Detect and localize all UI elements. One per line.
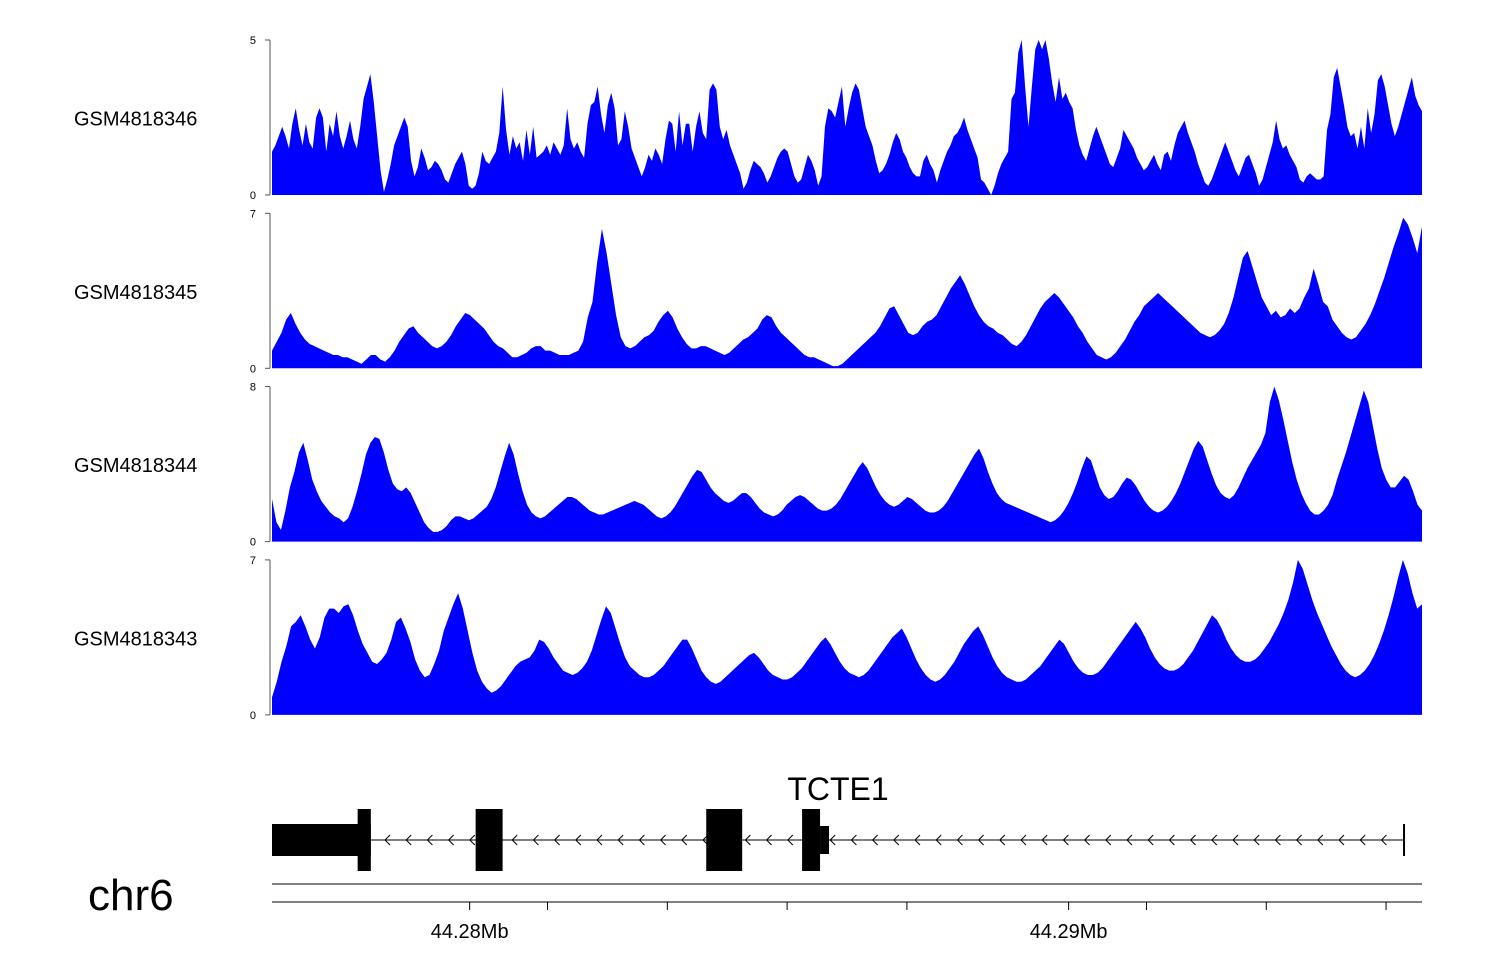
strand-arrow [956,834,963,846]
strand-arrow [596,834,603,846]
exon-block [706,809,743,871]
y-tick-label-max: 7 [250,555,256,567]
strand-arrow [1041,834,1048,846]
exon-block [820,826,830,854]
strand-arrow [1295,834,1302,846]
strand-arrow [977,834,984,846]
strand-arrow [511,834,518,846]
strand-arrow [1147,834,1154,846]
strand-arrow [1232,834,1239,846]
strand-arrow [1168,834,1175,846]
strand-arrow [1189,834,1196,846]
strand-arrow [765,834,772,846]
strand-arrow [744,834,751,846]
y-tick-label-min: 0 [250,537,256,549]
strand-arrow [1253,834,1260,846]
track-name-label: GSM4818345 [74,282,197,304]
exon-block [802,809,821,871]
strand-arrow [1317,834,1324,846]
strand-arrow [1338,834,1345,846]
strand-arrow [1274,834,1281,846]
strand-arrow [553,834,560,846]
x-tick-label: 44.29Mb [1030,921,1108,943]
strand-arrow [1020,834,1027,846]
strand-arrow [426,834,433,846]
strand-arrow [384,834,391,846]
y-tick-label-min: 0 [250,710,256,722]
genome-axis-track: chr6 44.28Mb 44.29Mb [88,871,1422,943]
y-tick-label-max: 7 [250,208,256,220]
strand-arrow [469,834,476,846]
strand-arrow [659,834,666,846]
coverage-area [272,40,1422,195]
gene-name-label: TCTE1 [787,771,888,807]
strand-arrow [935,834,942,846]
coverage-track: GSM4818344 8 0 [74,382,1422,549]
y-tick-label-max: 8 [250,382,256,394]
strand-arrow [681,834,688,846]
coverage-tracks: GSM481834650GSM481834570GSM481834480GSM4… [74,35,1422,722]
strand-arrow [532,834,539,846]
exon-block [357,809,371,871]
strand-arrow [1380,834,1387,846]
strand-arrow [1105,834,1112,846]
strand-arrow [1083,834,1090,846]
strand-arrow [871,834,878,846]
strand-arrow [850,834,857,846]
coverage-area [272,559,1422,715]
strand-arrow [1359,834,1366,846]
strand-arrow [617,834,624,846]
coverage-area [272,386,1422,542]
strand-arrow [787,834,794,846]
strand-arrow [914,834,921,846]
coverage-track: GSM4818346 5 0 [74,35,1422,202]
strand-arrow [1126,834,1133,846]
gene-annotation-track: TCTE1 [272,771,1406,871]
track-name-label: GSM4818343 [74,628,197,650]
y-tick-label-max: 5 [250,35,256,47]
coverage-track: GSM4818345 7 0 [74,208,1422,375]
coverage-track: GSM4818343 7 0 [74,555,1422,722]
strand-arrow [1211,834,1218,846]
track-name-label: GSM4818344 [74,455,197,477]
strand-arrow [575,834,582,846]
exon-block [272,824,371,856]
track-name-label: GSM4818346 [74,109,197,131]
strand-arrow [893,834,900,846]
strand-arrow [405,834,412,846]
strand-arrow [447,834,454,846]
strand-arrow [1062,834,1069,846]
coverage-area [272,217,1422,369]
strand-arrow [638,834,645,846]
y-tick-label-min: 0 [250,363,256,375]
exon-block [475,809,503,871]
y-tick-label-min: 0 [250,190,256,202]
strand-arrow [829,834,836,846]
strand-arrow [999,834,1006,846]
chromosome-label: chr6 [88,871,174,920]
x-tick-label: 44.28Mb [431,921,509,943]
